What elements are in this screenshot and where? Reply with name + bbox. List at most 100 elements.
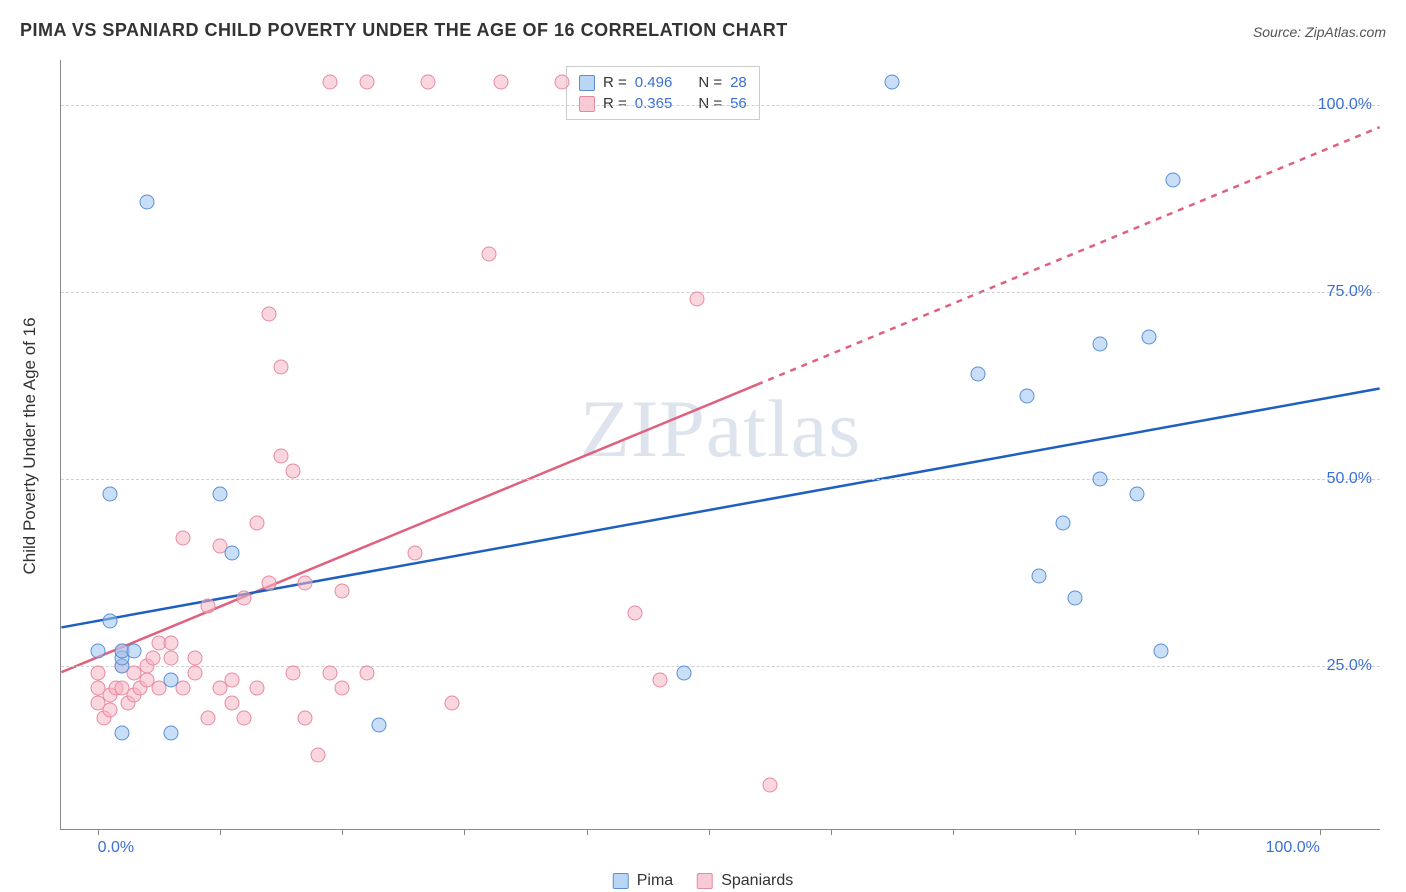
scatter-point	[261, 576, 276, 591]
legend-swatch	[613, 873, 629, 889]
x-tick	[953, 829, 954, 835]
n-label: N =	[698, 74, 722, 91]
scatter-point	[90, 666, 105, 681]
scatter-point	[1019, 389, 1034, 404]
scatter-point	[322, 666, 337, 681]
chart-title: PIMA VS SPANIARD CHILD POVERTY UNDER THE…	[20, 20, 788, 41]
scatter-point	[164, 651, 179, 666]
series-legend: Pima Spaniards	[613, 872, 794, 890]
x-tick	[587, 829, 588, 835]
trend-lines	[61, 60, 1380, 829]
x-tick	[98, 829, 99, 835]
scatter-point	[261, 307, 276, 322]
scatter-point	[188, 651, 203, 666]
scatter-point	[139, 195, 154, 210]
watermark: ZIPatlas	[580, 382, 861, 476]
scatter-point	[298, 576, 313, 591]
scatter-point	[1129, 486, 1144, 501]
scatter-point	[225, 546, 240, 561]
legend-label: Spaniards	[721, 872, 793, 890]
stats-legend-row: R =0.365N =56	[579, 93, 747, 114]
gridline	[61, 292, 1380, 293]
scatter-point	[249, 516, 264, 531]
scatter-point	[164, 725, 179, 740]
y-tick-label: 75.0%	[1327, 283, 1372, 301]
scatter-point	[481, 247, 496, 262]
scatter-point	[322, 75, 337, 90]
scatter-point	[164, 636, 179, 651]
scatter-point	[1092, 471, 1107, 486]
scatter-point	[286, 666, 301, 681]
scatter-point	[188, 666, 203, 681]
scatter-point	[1092, 337, 1107, 352]
scatter-point	[274, 449, 289, 464]
scatter-point	[628, 606, 643, 621]
scatter-point	[1141, 329, 1156, 344]
scatter-point	[115, 725, 130, 740]
plot-area: ZIPatlas R =0.496N =28R =0.365N =56 25.0…	[60, 60, 1380, 830]
x-tick	[220, 829, 221, 835]
scatter-point	[359, 666, 374, 681]
scatter-point	[249, 680, 264, 695]
y-tick-label: 25.0%	[1327, 657, 1372, 675]
scatter-point	[298, 710, 313, 725]
gridline	[61, 666, 1380, 667]
scatter-point	[371, 718, 386, 733]
scatter-point	[689, 292, 704, 307]
scatter-point	[310, 748, 325, 763]
scatter-point	[145, 651, 160, 666]
scatter-point	[445, 695, 460, 710]
scatter-point	[237, 591, 252, 606]
scatter-point	[176, 531, 191, 546]
scatter-point	[335, 583, 350, 598]
r-label: R =	[603, 74, 627, 91]
x-tick-label: 0.0%	[98, 839, 134, 857]
gridline	[61, 105, 1380, 106]
scatter-point	[274, 359, 289, 374]
scatter-point	[420, 75, 435, 90]
scatter-point	[127, 643, 142, 658]
n-value: 56	[730, 95, 747, 112]
x-tick	[1320, 829, 1321, 835]
scatter-point	[1166, 172, 1181, 187]
scatter-point	[200, 598, 215, 613]
scatter-point	[225, 695, 240, 710]
legend-swatch	[579, 96, 595, 112]
scatter-point	[1056, 516, 1071, 531]
x-tick	[342, 829, 343, 835]
scatter-point	[652, 673, 667, 688]
scatter-point	[237, 710, 252, 725]
r-label: R =	[603, 95, 627, 112]
scatter-point	[286, 464, 301, 479]
legend-label: Pima	[637, 872, 673, 890]
n-value: 28	[730, 74, 747, 91]
y-axis-label: Child Poverty Under the Age of 16	[20, 317, 40, 574]
stats-legend-row: R = 0.496 N = 28	[579, 72, 747, 93]
scatter-point	[359, 75, 374, 90]
gridline	[61, 479, 1380, 480]
scatter-point	[102, 486, 117, 501]
scatter-point	[335, 680, 350, 695]
legend-swatch	[697, 873, 713, 889]
x-tick-label: 100.0%	[1266, 839, 1320, 857]
x-tick	[1198, 829, 1199, 835]
scatter-point	[885, 75, 900, 90]
scatter-point	[102, 613, 117, 628]
scatter-point	[762, 778, 777, 793]
scatter-point	[1068, 591, 1083, 606]
x-tick	[1075, 829, 1076, 835]
scatter-point	[408, 546, 423, 561]
scatter-point	[90, 643, 105, 658]
scatter-point	[1154, 643, 1169, 658]
stats-legend: R =0.496N =28R =0.365N =56	[566, 66, 760, 120]
scatter-point	[164, 673, 179, 688]
scatter-point	[970, 366, 985, 381]
legend-swatch	[579, 75, 595, 91]
scatter-point	[1031, 568, 1046, 583]
scatter-point	[212, 486, 227, 501]
scatter-point	[200, 710, 215, 725]
x-tick	[709, 829, 710, 835]
r-value: 0.365	[635, 95, 673, 112]
x-tick	[464, 829, 465, 835]
r-value: 0.496	[635, 74, 673, 91]
